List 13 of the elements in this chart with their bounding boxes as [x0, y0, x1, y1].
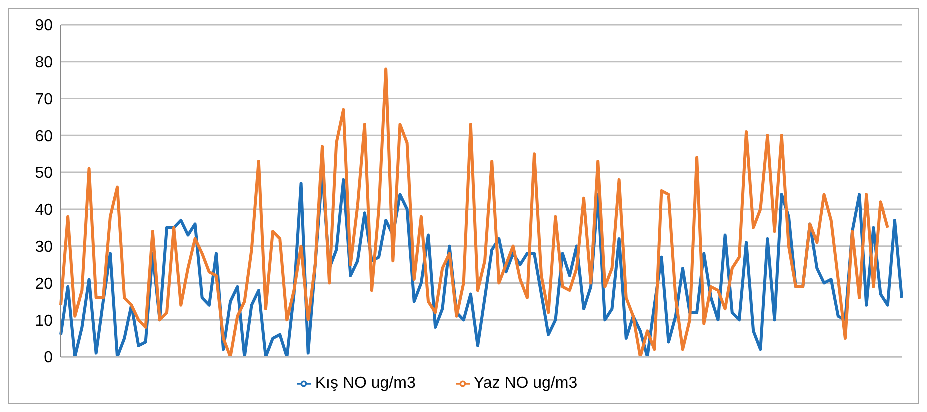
y-tick-label: 70 — [35, 91, 54, 108]
y-tick-label: 40 — [35, 202, 54, 220]
y-tick-label: 30 — [35, 239, 54, 256]
legend-label: Kış NO ug/m3 — [315, 375, 416, 392]
y-tick-label: 0 — [44, 350, 54, 367]
y-tick-label: 90 — [35, 18, 54, 35]
y-tick-label: 50 — [35, 165, 54, 182]
line-series — [60, 68, 890, 357]
y-tick-label: 10 — [35, 312, 54, 330]
y-tick-label: 60 — [35, 128, 54, 146]
y-tick-label: 20 — [35, 276, 54, 293]
y-tick-label: 80 — [35, 54, 54, 72]
legend-label: Yaz NO ug/m3 — [474, 375, 578, 392]
